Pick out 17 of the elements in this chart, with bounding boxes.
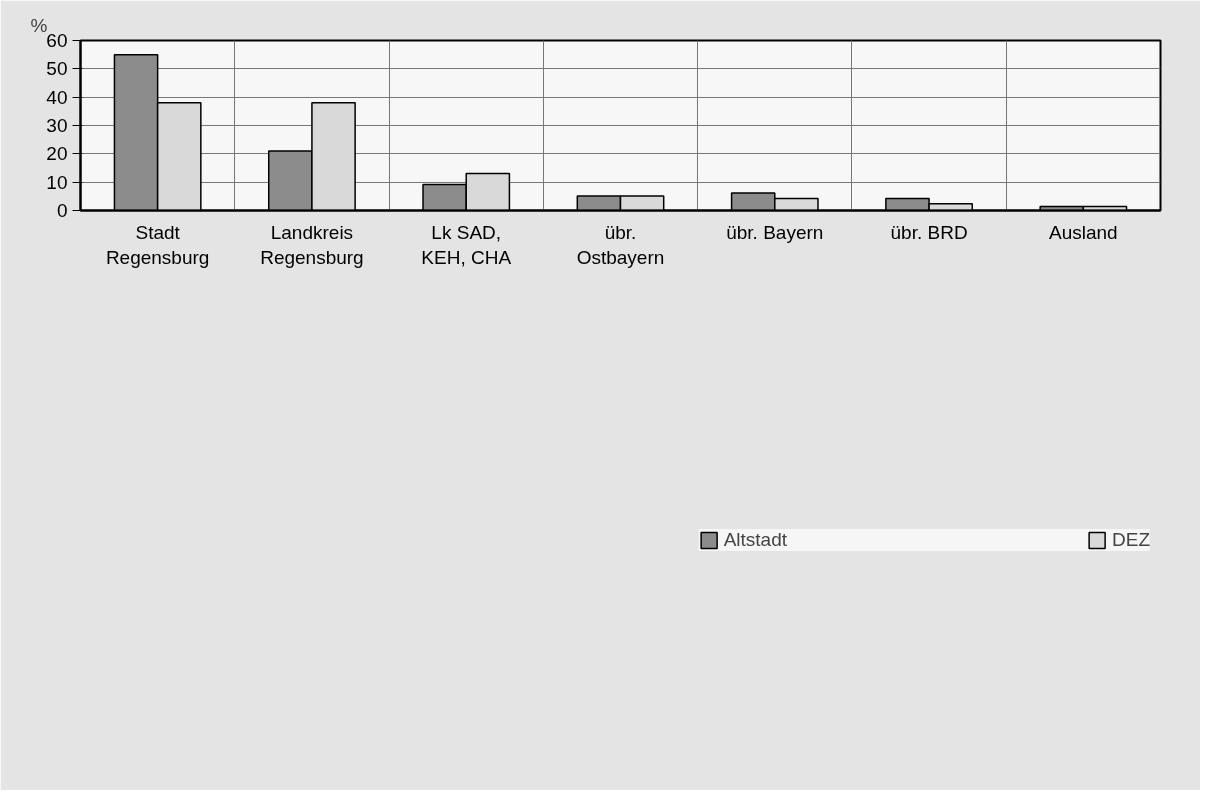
y-tick-label: 40 <box>46 86 68 108</box>
x-tick-label: Stadt Regensburg <box>105 221 210 268</box>
y-axis-title: % <box>30 14 48 36</box>
x-tick-label: übr. BRD <box>890 221 968 243</box>
x-tick-label: Landkreis Regensburg <box>260 221 364 268</box>
y-tick-label: 0 <box>56 200 68 221</box>
y-tick-label: 20 <box>46 143 68 165</box>
x-tick-label: Lk SAD, KEH, CHA <box>421 221 512 268</box>
y-tick-label: 60 <box>46 30 68 51</box>
x-tick-label: übr. Ostbayern <box>576 221 665 268</box>
x-tick-label: übr. Bayern <box>726 221 824 243</box>
legend-label: Altstadt <box>723 529 787 551</box>
y-tick-label: 30 <box>46 115 68 136</box>
y-tick-label: 50 <box>46 58 68 80</box>
legend-label: DEZ <box>1112 529 1150 551</box>
x-tick-label: Ausland <box>1049 221 1118 243</box>
y-tick-label: 10 <box>46 171 68 193</box>
